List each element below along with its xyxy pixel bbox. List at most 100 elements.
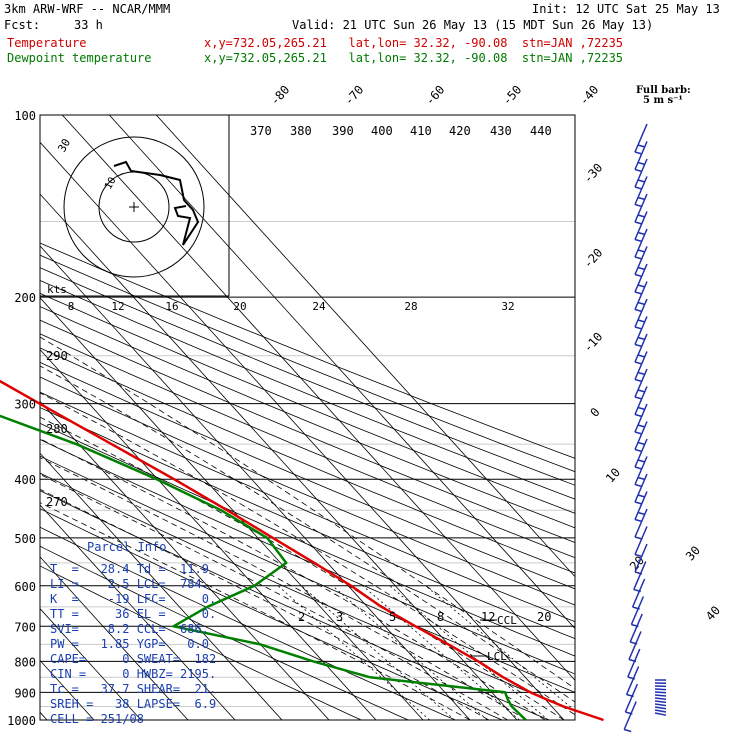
wind-barb-shaft xyxy=(630,596,645,625)
wind-barb-low xyxy=(654,697,667,700)
moist-adiabat xyxy=(40,457,527,720)
wind-barb-flag xyxy=(634,151,643,155)
moist-adiabat xyxy=(40,502,471,720)
pressure-tick-label: 900 xyxy=(14,686,36,700)
wind-barb-flag xyxy=(637,494,646,498)
isotherm-tick-label: -60 xyxy=(423,83,448,108)
wind-barb-flag xyxy=(634,536,643,540)
wind-barb-flag xyxy=(634,361,643,365)
wind-barb-flag xyxy=(634,221,643,225)
wind-barb-shaft xyxy=(634,316,648,345)
wind-barb-flag xyxy=(634,186,643,190)
wind-key-units: 5 m s⁻¹ xyxy=(643,95,683,106)
wind-barb-flag xyxy=(634,273,643,278)
hodograph-speed-label: 12 xyxy=(111,300,124,313)
wind-barb-flag xyxy=(637,161,646,166)
isotherm-line xyxy=(40,504,236,720)
dry-adiabat-lines xyxy=(40,242,575,720)
wind-barb-shaft xyxy=(624,683,639,713)
dry-adiabat xyxy=(40,347,575,574)
wind-barb-shaft xyxy=(634,403,648,433)
dry-adiabat xyxy=(40,455,575,693)
temperature-line xyxy=(0,379,604,722)
theta-tick-label: 440 xyxy=(530,124,552,138)
parcel-info-row: SREH = 38 LAPSE= 6.9 xyxy=(50,697,217,711)
wind-barb-flag xyxy=(634,431,643,435)
dry-adiabat xyxy=(40,526,457,720)
dewpoint-location: x,y=732.05,265.21 lat,lon= 32.32, -90.08… xyxy=(204,51,624,65)
wind-barb-flag xyxy=(634,396,643,400)
wind-barb-shaft xyxy=(633,561,647,590)
temperature-location: x,y=732.05,265.21 lat,lon= 32.32, -90.08… xyxy=(204,36,624,50)
wind-barb-flag xyxy=(637,354,646,358)
mixing-ratio-line xyxy=(277,585,430,720)
moist-adiabat xyxy=(40,336,575,690)
parcel-info-row: CAPE= 0 SWEAT= 182 xyxy=(50,652,217,666)
wind-barb-flag xyxy=(634,518,643,523)
forecast-label: Fcst: xyxy=(4,18,41,32)
theta-tick-label: 430 xyxy=(490,124,512,138)
pressure-tick-label: 300 xyxy=(14,398,36,412)
isotherm-line xyxy=(40,452,283,720)
isotherm-line xyxy=(61,115,575,681)
wind-barb-flag xyxy=(637,196,646,201)
dry-adiabat xyxy=(40,292,575,514)
wind-barb-shaft xyxy=(634,491,648,520)
isotherm-line xyxy=(40,608,142,720)
model-title: 3km ARW-WRF -- NCAR/MMM xyxy=(4,2,171,16)
isotherm-tick-label: 40 xyxy=(703,603,723,623)
isotherm-tick-label: -70 xyxy=(342,83,367,108)
isobar-lines xyxy=(39,114,576,721)
wind-barb-shaft xyxy=(634,526,648,555)
parcel-info-title: Parcel Info xyxy=(87,540,167,554)
wind-barb-low xyxy=(654,694,667,697)
wind-barb-shaft xyxy=(623,701,637,730)
pressure-tick-label: 200 xyxy=(14,291,36,305)
wind-barb-shaft xyxy=(634,193,648,223)
isotherm-tick-label: -20 xyxy=(581,246,606,271)
isotherm-tick-label: 20 xyxy=(627,553,647,573)
isotherm-line xyxy=(40,556,189,720)
hodograph-speed-label: 8 xyxy=(68,300,75,313)
pressure-tick-label: 600 xyxy=(14,580,36,594)
wind-barbs xyxy=(623,123,667,733)
wind-barb-shaft xyxy=(628,631,642,660)
wind-barb-flag xyxy=(634,326,643,330)
theta-tick-label: 370 xyxy=(250,124,272,138)
dry-adiabat xyxy=(40,361,575,590)
isotherm-tick-label: -40 xyxy=(577,83,602,108)
isotherm-tick-label: 10 xyxy=(603,465,623,485)
wind-barb-shaft xyxy=(634,263,648,293)
dry-adiabat xyxy=(40,422,575,657)
wind-barb-flag xyxy=(634,501,643,505)
wind-barb-shaft xyxy=(634,438,648,468)
sounding-profiles xyxy=(0,379,604,722)
wind-barb-flag xyxy=(637,301,646,306)
wind-barb-shaft xyxy=(634,473,648,503)
hodograph-units: kts xyxy=(47,283,67,296)
mixing-ratio-line xyxy=(425,585,575,712)
theta-tick-label: 420 xyxy=(449,124,471,138)
theta-tick-label: 390 xyxy=(332,124,354,138)
mixing-ratio-label: 3 xyxy=(336,610,343,624)
hodograph-speed-label: 32 xyxy=(501,300,514,313)
dewpoint-line xyxy=(0,414,527,721)
wind-barb-flag xyxy=(637,459,646,463)
isotherm-line xyxy=(40,400,330,720)
isotherm-line xyxy=(40,141,565,720)
wind-barb-shaft xyxy=(634,386,648,415)
wind-barb-flag xyxy=(634,238,643,243)
dry-adiabat xyxy=(40,565,363,720)
mixing-ratio-label: 2 xyxy=(298,610,305,624)
hodograph-ring-label: 30 xyxy=(55,137,73,155)
ccl-marker: CCL xyxy=(497,614,517,627)
wind-barb-flag xyxy=(634,343,643,348)
isotherm-tick-label: 30 xyxy=(683,543,703,563)
dry-adiabat xyxy=(40,319,575,543)
wind-barb-flag xyxy=(634,448,643,453)
wind-barb-flag xyxy=(634,466,643,470)
wind-barb-flag xyxy=(637,144,646,148)
wind-barb-shaft xyxy=(634,333,648,363)
